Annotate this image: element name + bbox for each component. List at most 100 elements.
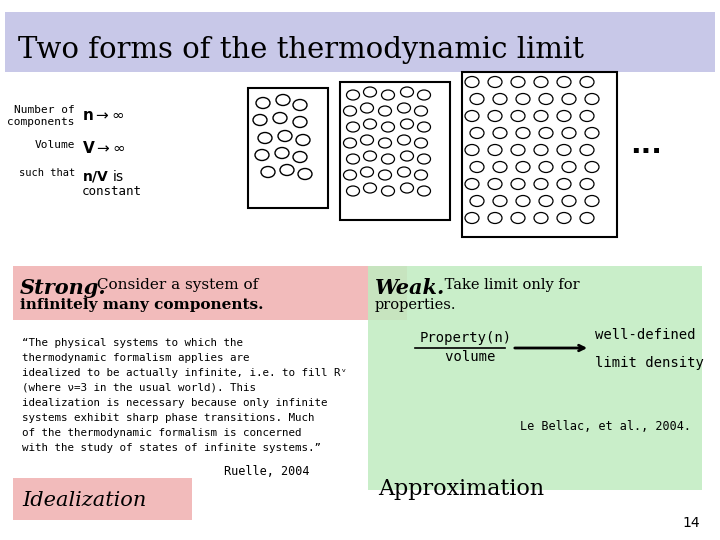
Ellipse shape — [343, 138, 356, 148]
Ellipse shape — [298, 168, 312, 179]
Ellipse shape — [557, 145, 571, 156]
Ellipse shape — [255, 150, 269, 160]
Text: Property(n): Property(n) — [420, 331, 512, 345]
Ellipse shape — [261, 166, 275, 178]
Ellipse shape — [278, 131, 292, 141]
Text: thermodynamic formalism applies are: thermodynamic formalism applies are — [22, 353, 250, 363]
Ellipse shape — [382, 154, 395, 164]
Bar — [340, 82, 450, 220]
Ellipse shape — [415, 106, 428, 116]
Ellipse shape — [293, 152, 307, 163]
Ellipse shape — [488, 145, 502, 156]
Text: $\mathbf{n/V}$ is: $\mathbf{n/V}$ is — [82, 168, 125, 184]
Ellipse shape — [382, 186, 395, 196]
Ellipse shape — [562, 93, 576, 105]
Text: idealized to be actually infinite, i.e. to fill Rᵛ: idealized to be actually infinite, i.e. … — [22, 368, 347, 378]
Ellipse shape — [418, 122, 431, 132]
Text: Approximation: Approximation — [378, 478, 544, 500]
Ellipse shape — [346, 186, 359, 196]
Ellipse shape — [400, 183, 413, 193]
Ellipse shape — [379, 138, 392, 148]
Ellipse shape — [557, 111, 571, 122]
Ellipse shape — [516, 127, 530, 138]
Ellipse shape — [343, 106, 356, 116]
Ellipse shape — [493, 93, 507, 105]
Ellipse shape — [516, 93, 530, 105]
Ellipse shape — [256, 98, 270, 109]
Ellipse shape — [488, 213, 502, 224]
Ellipse shape — [585, 127, 599, 138]
Ellipse shape — [364, 119, 377, 129]
Text: Le Bellac, et al., 2004.: Le Bellac, et al., 2004. — [520, 420, 691, 433]
Ellipse shape — [562, 161, 576, 172]
Ellipse shape — [470, 195, 484, 206]
Ellipse shape — [293, 117, 307, 127]
Text: idealization is necessary because only infinite: idealization is necessary because only i… — [22, 398, 328, 408]
Text: constant: constant — [82, 185, 142, 198]
Ellipse shape — [379, 170, 392, 180]
Text: with the study of states of infinite systems.”: with the study of states of infinite sys… — [22, 443, 321, 453]
Ellipse shape — [418, 186, 431, 196]
Ellipse shape — [465, 179, 479, 190]
Ellipse shape — [511, 179, 525, 190]
Ellipse shape — [534, 213, 548, 224]
Text: Strong.: Strong. — [20, 278, 107, 298]
Ellipse shape — [397, 135, 410, 145]
Ellipse shape — [534, 77, 548, 87]
Ellipse shape — [539, 93, 553, 105]
Ellipse shape — [511, 145, 525, 156]
Ellipse shape — [280, 165, 294, 176]
Ellipse shape — [275, 147, 289, 159]
Ellipse shape — [511, 77, 525, 87]
Ellipse shape — [562, 127, 576, 138]
Ellipse shape — [400, 119, 413, 129]
Ellipse shape — [364, 151, 377, 161]
Ellipse shape — [470, 161, 484, 172]
Ellipse shape — [346, 90, 359, 100]
FancyBboxPatch shape — [13, 266, 407, 320]
Ellipse shape — [382, 90, 395, 100]
Text: Take limit only for: Take limit only for — [440, 278, 580, 292]
Text: Volume: Volume — [35, 140, 75, 150]
Text: infinitely many components.: infinitely many components. — [20, 298, 264, 312]
Ellipse shape — [343, 170, 356, 180]
Bar — [248, 88, 328, 208]
Ellipse shape — [511, 111, 525, 122]
Ellipse shape — [493, 127, 507, 138]
Ellipse shape — [397, 167, 410, 177]
Ellipse shape — [253, 114, 267, 125]
Ellipse shape — [539, 195, 553, 206]
Text: systems exhibit sharp phase transitions. Much: systems exhibit sharp phase transitions.… — [22, 413, 315, 423]
Ellipse shape — [585, 161, 599, 172]
Ellipse shape — [562, 195, 576, 206]
Text: such that: such that — [19, 168, 75, 178]
Ellipse shape — [397, 103, 410, 113]
Ellipse shape — [273, 112, 287, 124]
Ellipse shape — [488, 111, 502, 122]
Ellipse shape — [361, 135, 374, 145]
Ellipse shape — [361, 167, 374, 177]
Ellipse shape — [361, 103, 374, 113]
FancyBboxPatch shape — [13, 478, 192, 520]
Ellipse shape — [465, 213, 479, 224]
Ellipse shape — [534, 145, 548, 156]
Text: Ruelle, 2004: Ruelle, 2004 — [225, 465, 310, 478]
Ellipse shape — [580, 213, 594, 224]
Text: Weak.: Weak. — [375, 278, 445, 298]
Ellipse shape — [516, 195, 530, 206]
Text: Number of
components: Number of components — [7, 105, 75, 127]
Text: volume: volume — [420, 350, 495, 364]
Text: well-defined: well-defined — [595, 328, 696, 342]
Text: ...: ... — [630, 131, 662, 159]
Ellipse shape — [539, 161, 553, 172]
Ellipse shape — [557, 179, 571, 190]
Ellipse shape — [293, 99, 307, 111]
Ellipse shape — [493, 195, 507, 206]
Ellipse shape — [418, 90, 431, 100]
Ellipse shape — [488, 77, 502, 87]
Text: $\mathbf{V} \rightarrow \infty$: $\mathbf{V} \rightarrow \infty$ — [82, 140, 125, 156]
Ellipse shape — [580, 179, 594, 190]
Ellipse shape — [557, 77, 571, 87]
Text: Idealization: Idealization — [22, 490, 146, 510]
Ellipse shape — [364, 87, 377, 97]
